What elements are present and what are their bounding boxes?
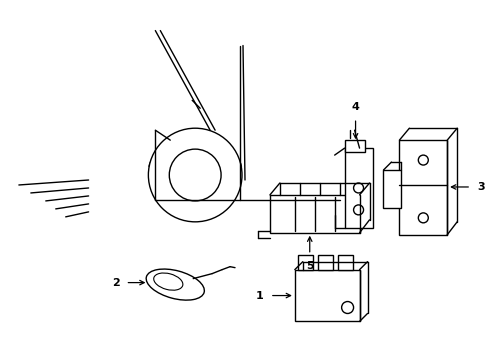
Ellipse shape (146, 269, 204, 300)
Bar (337, 255, 352, 270)
Bar (344, 140, 364, 152)
Circle shape (169, 149, 221, 201)
Ellipse shape (153, 273, 183, 290)
Bar (297, 255, 312, 270)
Bar (269, 195, 359, 233)
Bar (383, 170, 401, 208)
Text: 5: 5 (305, 261, 313, 271)
Circle shape (417, 155, 427, 165)
Circle shape (353, 183, 363, 193)
Circle shape (148, 128, 242, 222)
Circle shape (417, 213, 427, 223)
Bar (294, 270, 359, 321)
Text: 1: 1 (256, 291, 264, 301)
Bar (344, 148, 372, 228)
Circle shape (341, 302, 353, 314)
Circle shape (353, 205, 363, 215)
Text: 2: 2 (111, 278, 119, 288)
Text: 4: 4 (351, 102, 359, 112)
Text: 3: 3 (476, 182, 484, 192)
Bar (399, 140, 447, 235)
Bar (317, 255, 332, 270)
